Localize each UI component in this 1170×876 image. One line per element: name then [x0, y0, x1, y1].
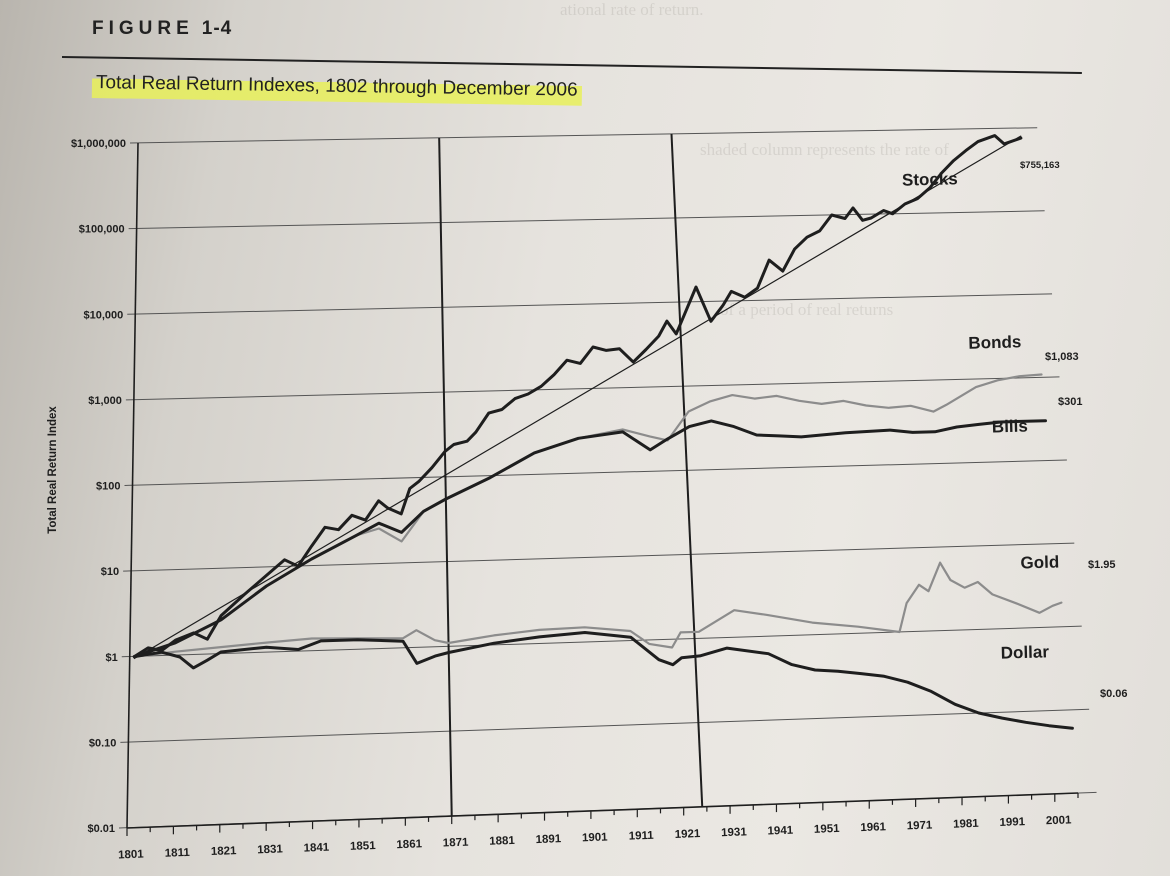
- y-tick-label: $100: [96, 481, 120, 493]
- series-end-value-bonds: $1,083: [1045, 351, 1079, 363]
- y-tick-label: $0.01: [87, 823, 115, 835]
- series-label-bills: Bills: [992, 417, 1028, 437]
- x-tick-label: 1981: [953, 818, 980, 831]
- bleed-through-text: of a period of real returns: [720, 300, 894, 319]
- gridline: [124, 459, 1067, 486]
- x-tick-label: 1971: [907, 820, 934, 833]
- series-line-bonds: [133, 373, 1043, 658]
- gridline: [121, 625, 1082, 658]
- y-tick-label: $100,000: [79, 224, 125, 236]
- x-tick-label: 1861: [396, 838, 423, 851]
- era-divider-line: [670, 133, 704, 807]
- x-axis: [126, 792, 1079, 829]
- y-tick-label: $10: [101, 566, 119, 578]
- x-tick-label: 1921: [675, 828, 702, 841]
- x-tick-label: 1851: [350, 840, 377, 853]
- x-tick-label: 1871: [443, 837, 470, 850]
- series-line-stocks-trend: [133, 135, 1022, 660]
- x-tick-label: 1901: [582, 831, 609, 844]
- series-end-value-gold: $1.95: [1088, 559, 1116, 571]
- gridline: [128, 210, 1045, 230]
- series-label-gold: Gold: [1020, 552, 1059, 572]
- bleed-through-text: shaded column represents the rate of: [700, 140, 949, 159]
- x-tick-label: 1841: [303, 842, 330, 855]
- series-line-dollar: [132, 631, 1074, 730]
- x-tick-label: 1801: [118, 849, 145, 862]
- x-tick-label: 1961: [860, 821, 887, 834]
- series-label-stocks: Stocks: [902, 169, 958, 189]
- y-tick-label: $10,000: [83, 309, 123, 321]
- x-tick-label: 1941: [767, 825, 794, 838]
- x-tick-label: 1931: [721, 826, 748, 839]
- series-line-bills: [132, 419, 1047, 659]
- y-axis-label: Total Real Return Index: [47, 406, 59, 534]
- figure-number: 1-4: [201, 18, 233, 39]
- x-tick-label: 1831: [257, 843, 284, 856]
- x-tick-label: 1951: [814, 823, 841, 836]
- x-tick-label: 1881: [489, 835, 516, 848]
- series-label-bonds: Bonds: [968, 332, 1021, 352]
- series-line-gold: [133, 561, 1063, 658]
- x-tick-label: 1891: [535, 833, 562, 846]
- series-label-dollar: Dollar: [1001, 642, 1050, 662]
- gridline: [129, 127, 1038, 144]
- series-line-stocks: [132, 134, 1023, 659]
- x-tick-label: 2001: [1046, 814, 1073, 827]
- y-tick-label: $0.10: [89, 737, 117, 749]
- bleed-through-text: ational rate of return.: [560, 0, 704, 19]
- x-tick-label: 1911: [629, 830, 655, 843]
- figure-label: FIGURE 1-4: [92, 18, 233, 39]
- x-tick-label: 1811: [165, 847, 191, 860]
- era-divider-line: [438, 137, 453, 817]
- y-tick-label: $1,000: [88, 395, 122, 407]
- y-tick-label: $1: [106, 652, 118, 664]
- y-axis: [126, 142, 139, 829]
- gridline: [127, 293, 1053, 315]
- gridline: [120, 708, 1090, 743]
- series-end-value-bills: $301: [1058, 396, 1082, 408]
- y-tick-label: $1,000,000: [71, 138, 126, 150]
- gridline: [123, 542, 1075, 572]
- x-tick-label: 1991: [999, 816, 1026, 829]
- series-end-value-dollar: $0.06: [1100, 688, 1128, 700]
- series-end-value-stocks: $755,163: [1020, 160, 1060, 171]
- x-tick-label: 1821: [211, 845, 238, 858]
